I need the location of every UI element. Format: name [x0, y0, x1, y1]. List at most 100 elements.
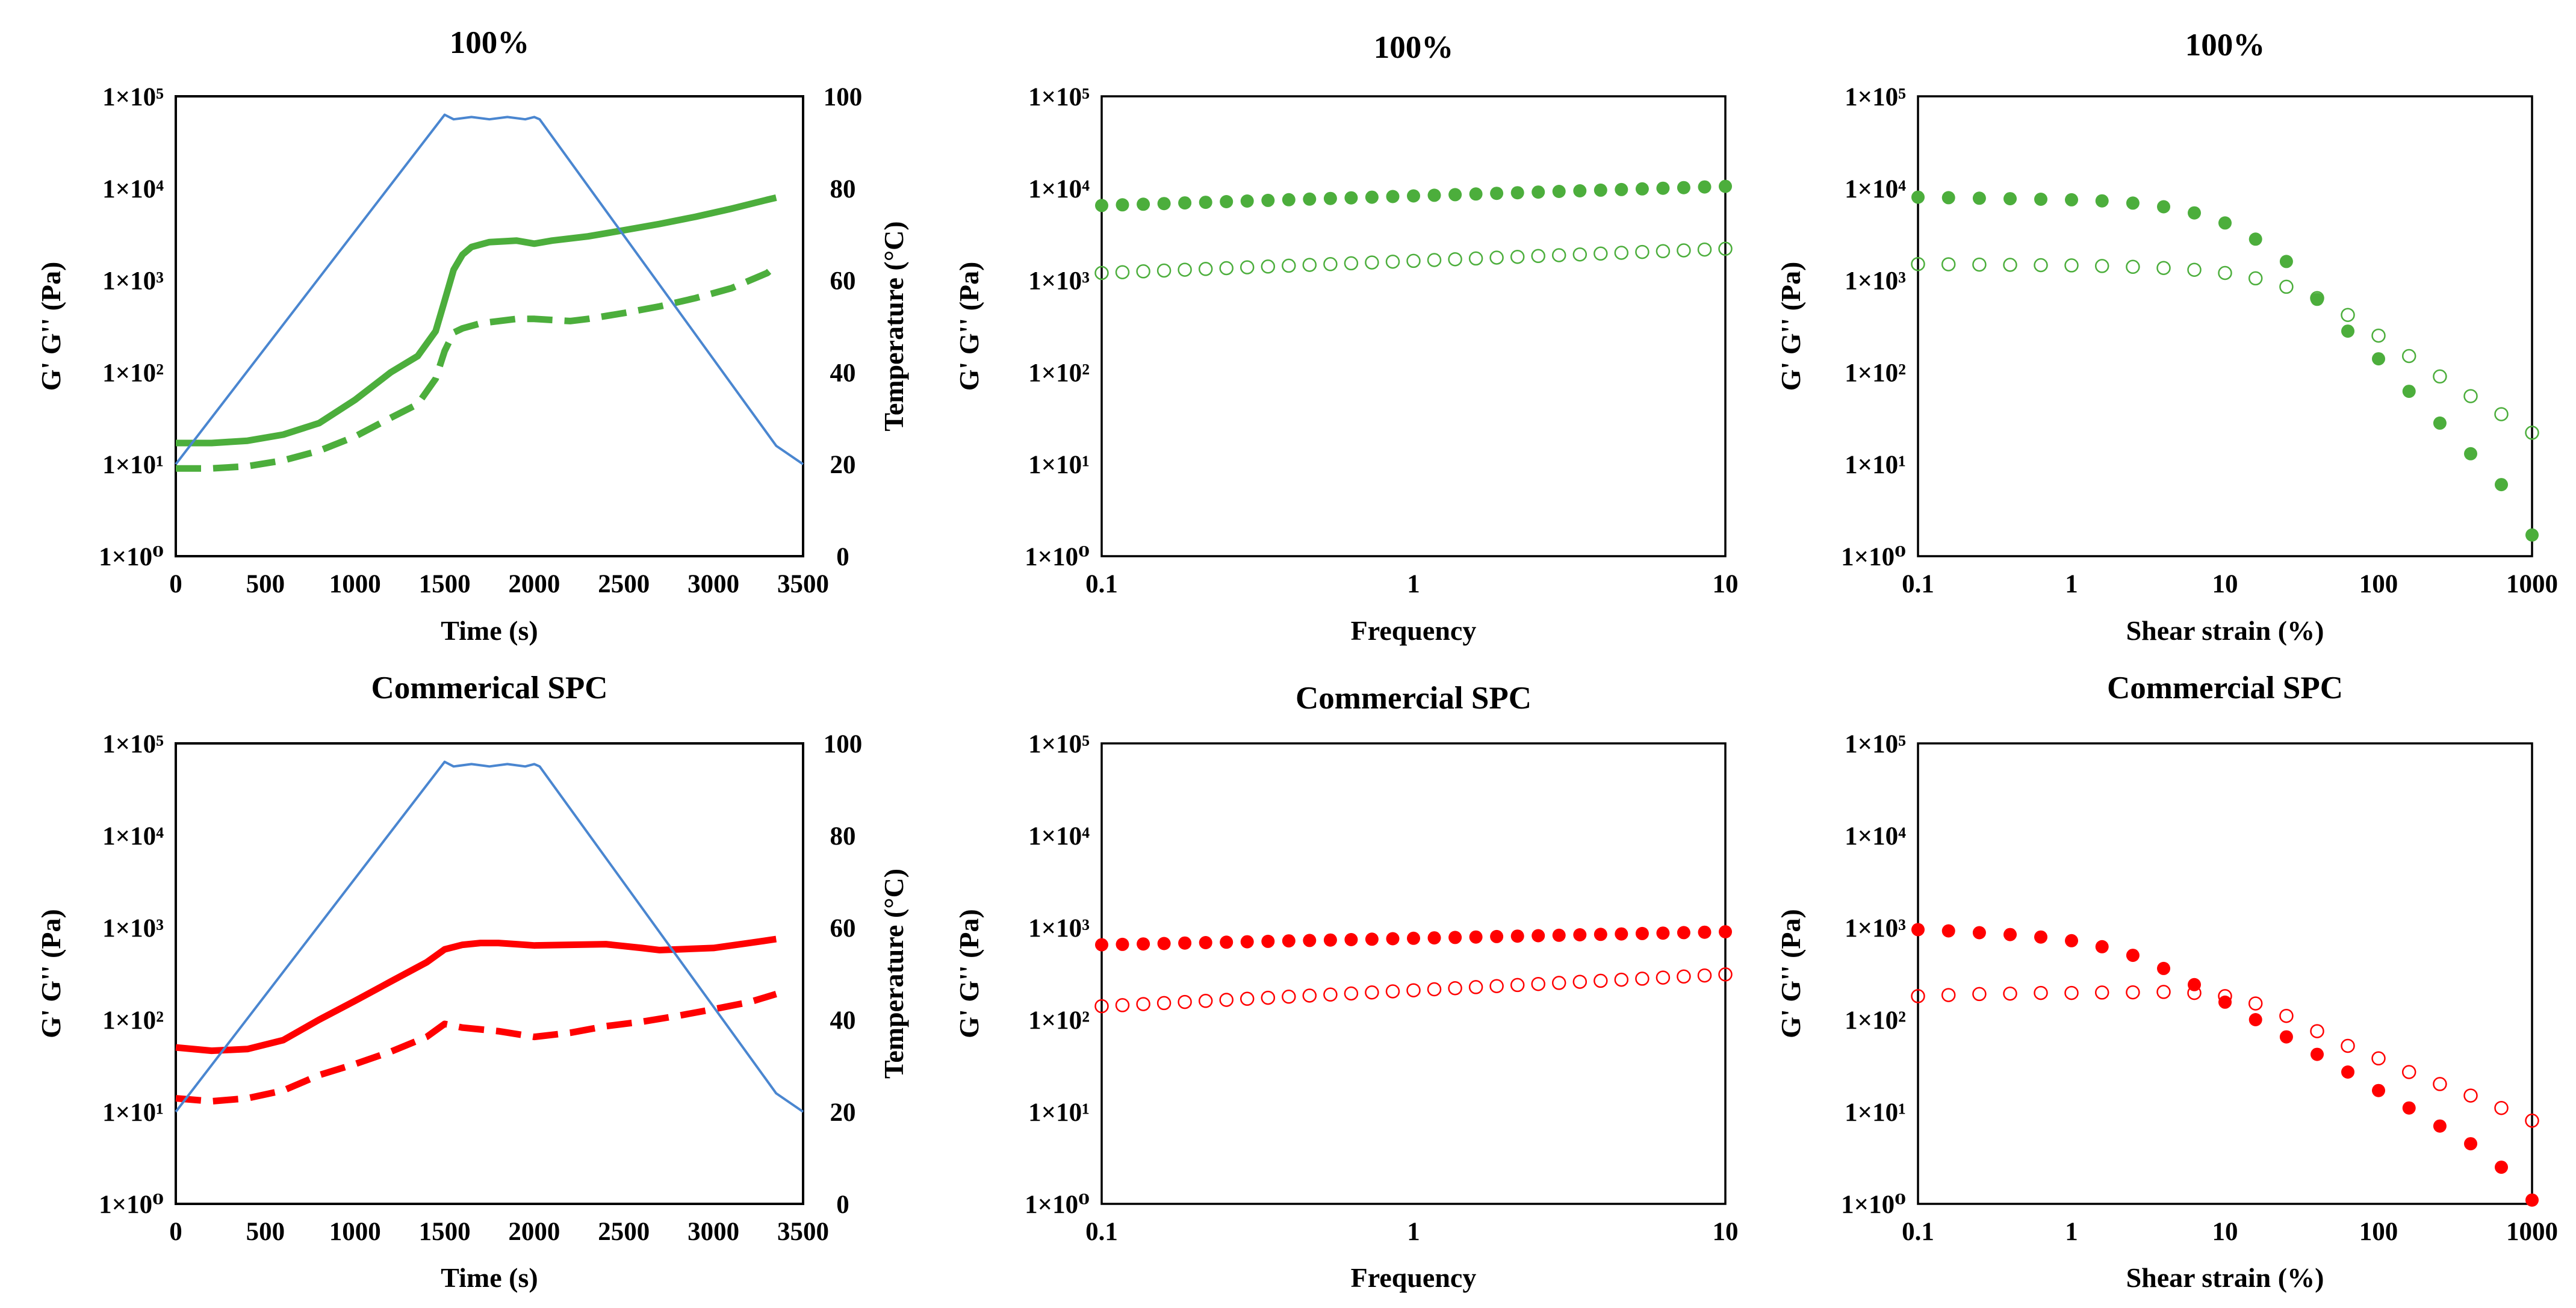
chart-6-series-g-prime-point — [2495, 1161, 2508, 1174]
chart-5-series-g-prime-point — [1323, 933, 1337, 947]
chart-5-series-g-prime-point — [1365, 932, 1379, 946]
chart-3-series-g-prime-point — [2372, 352, 2385, 366]
chart-2-series-g-double-prime-point — [1551, 248, 1566, 262]
chart-1-ytick-label: 1×10⁵ — [102, 83, 164, 111]
chart-5-series-g-prime-point — [1698, 925, 1712, 939]
chart-2-ytick-label: 1×10² — [1028, 359, 1090, 387]
chart-1-y2tick-label: 0 — [836, 543, 849, 571]
chart-5-series-g-double-prime-point — [1219, 993, 1234, 1007]
chart-5-series-g-prime-point — [1719, 925, 1732, 938]
chart-6-series-g-prime-point — [2311, 1047, 2324, 1061]
chart-6-xtick-label: 1 — [2065, 1218, 2078, 1246]
chart-6-series-g-double-prime-point — [2126, 985, 2140, 1000]
chart-1-ytick-label: 1×10⁴ — [102, 175, 164, 203]
chart-3-series-g-double-prime-point — [2064, 258, 2079, 273]
chart-5-series-g-double-prime-point — [1572, 975, 1587, 989]
chart-2-series-g-double-prime-point — [1531, 249, 1545, 264]
chart-2-series-g-prime-point — [1157, 197, 1171, 211]
chart-2-series-g-double-prime — [1094, 241, 1733, 281]
chart-6-series-g-prime-point — [1972, 926, 1986, 940]
chart-2-ytick-label: 1×10⁴ — [1028, 175, 1090, 203]
chart-2-series-g-prime-point — [1490, 187, 1504, 200]
chart-5-series-g-double-prime-point — [1677, 969, 1691, 984]
chart-5-ytick-label: 1×10¹ — [1028, 1099, 1090, 1127]
chart-2-ytick-label: 1×10³ — [1028, 267, 1090, 296]
chart-6-series-g-double-prime-point — [2525, 1114, 2539, 1128]
chart-3-series-g-prime-point — [2249, 232, 2262, 246]
chart-6-series-g-prime-point — [2095, 940, 2109, 953]
chart-5-series-g-prime-point — [1594, 928, 1607, 941]
chart-2-series-g-double-prime-point — [1115, 265, 1130, 279]
chart-2-series-g-double-prime-point — [1302, 258, 1317, 272]
chart-5-series-g-double-prime-point — [1344, 986, 1359, 1001]
chart-2-series-g-prime-point — [1510, 186, 1524, 200]
chart-6-series-g-double-prime-point — [2034, 985, 2048, 1000]
chart-2-series-g-double-prime-point — [1094, 265, 1109, 281]
chart-5-series-g-double-prime-point — [1094, 999, 1109, 1014]
chart-5-series-g-prime-point — [1448, 931, 1462, 944]
chart-5-ytick-label: 1×10³ — [1028, 914, 1090, 943]
chart-4-series-g-double-prime-line — [175, 991, 777, 1105]
chart-6-ytick-label: 1×10⁵ — [1845, 730, 1906, 758]
chart-1-y2tick-label: 40 — [830, 359, 856, 387]
chart-4-title: Commerical SPC — [371, 671, 608, 705]
chart-2-series-g-double-prime-point — [1406, 253, 1421, 268]
chart-3-series-g-prime-point — [1972, 191, 1986, 205]
chart-3-series-g-prime-point — [2402, 385, 2416, 398]
chart-4-ytick-label: 1×10⁵ — [102, 730, 164, 758]
chart-6-series-g-double-prime-point — [2156, 985, 2171, 999]
chart-5-series-g-prime-point — [1490, 929, 1504, 943]
chart-4-ytick-label: 1×10⁰ — [99, 1191, 164, 1219]
chart-3-series-g-prime-point — [2464, 447, 2477, 460]
chart-1-xtick-label: 3000 — [687, 570, 739, 598]
chart-6-series-g-prime-point — [2433, 1119, 2447, 1133]
chart-1: 100% 1×10⁰ 1×10¹ 1×10² 1×10³ 1×10⁴ 1×10⁵ 0 500 10… — [36, 25, 909, 646]
chart-1-y2-axis-label: Temperature (°C) — [878, 221, 909, 431]
chart-4-y2tick-label: 100 — [824, 730, 863, 758]
chart-6-series-g-prime-point — [2341, 1065, 2354, 1079]
chart-1-ytick-label: 1×10¹ — [102, 451, 164, 479]
chart-2-series-g-double-prime-point — [1156, 263, 1172, 278]
chart-3-series-g-prime-point — [2218, 216, 2232, 230]
chart-6-series-g-double-prime-point — [2371, 1051, 2386, 1066]
chart-2-series-g-double-prime-point — [1677, 243, 1691, 258]
chart-3-y-axis-label: G' G'' (Pa) — [1775, 262, 1806, 391]
chart-6-series-g-prime-point — [2065, 934, 2078, 947]
chart-4: Commerical SPC 1×10⁰ 1×10¹ 1×10² 1×10³ 1×10⁴ 1… — [36, 671, 909, 1293]
chart-2-series-g-double-prime-point — [1656, 244, 1671, 259]
chart-6-series-g-prime-point — [2003, 928, 2017, 941]
chart-3-series-g-double-prime-point — [2463, 389, 2478, 403]
chart-3-ytick-label: 1×10⁴ — [1845, 175, 1906, 203]
chart-1-plot-frame — [175, 95, 804, 557]
chart-2-series-g-prime-point — [1448, 188, 1462, 202]
chart-2-series-g-prime-point — [1427, 188, 1441, 202]
chart-2-series-g-double-prime-point — [1136, 264, 1150, 279]
chart-6-series-g-prime-point — [2034, 930, 2047, 944]
chart-5-series-g-double-prime — [1094, 967, 1733, 1014]
chart-5-series-g-double-prime-point — [1156, 996, 1172, 1011]
chart-4-xtick-label: 1500 — [419, 1218, 471, 1246]
chart-2-series-g-prime-point — [1615, 182, 1628, 196]
chart-5-series-g-double-prime-point — [1261, 990, 1276, 1005]
chart-2-series-g-prime-point — [1594, 183, 1607, 197]
chart-5: Commercial SPC 1×10⁰ 1×10¹ 1×10² 1×10³ 1×10⁴ 1… — [954, 681, 1739, 1293]
chart-5-series-g-prime-point — [1199, 936, 1212, 949]
chart-1-y2tick-label: 20 — [830, 451, 856, 479]
chart-2-series-g-prime-point — [1261, 193, 1275, 207]
chart-2-series-g-prime-point — [1532, 185, 1545, 199]
chart-2-series-g-double-prime-point — [1344, 256, 1359, 271]
chart-3-series-g-double-prime-point — [1972, 257, 1987, 272]
chart-4-y2tick-label: 0 — [836, 1191, 849, 1219]
chart-2-series-g-double-prime-point — [1510, 249, 1525, 264]
chart-6-series-g-double-prime-point — [1941, 988, 1956, 1002]
chart-3-plot-frame — [1917, 95, 2533, 557]
chart-2-series-g-double-prime-point — [1635, 244, 1650, 259]
chart-5-series-g-prime-point — [1116, 937, 1129, 951]
chart-5-series-g-prime-point — [1635, 926, 1649, 940]
chart-5-xtick-label: 10 — [1713, 1218, 1739, 1246]
chart-5-series-g-double-prime-point — [1136, 997, 1150, 1011]
chart-6-series-g-double-prime — [1911, 985, 2539, 1128]
chart-3-ytick-label: 1×10² — [1845, 359, 1906, 387]
chart-3-series-g-double-prime-point — [2310, 291, 2324, 305]
chart-2-series-g-prime-point — [1656, 181, 1670, 195]
